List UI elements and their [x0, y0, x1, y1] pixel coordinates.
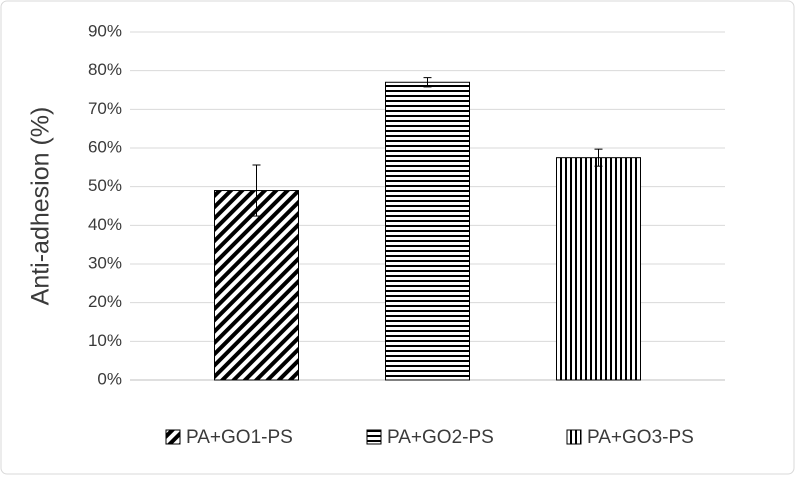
y-tick-label: 0%	[97, 369, 122, 388]
bar	[385, 81, 470, 381]
y-tick-label: 40%	[88, 215, 122, 234]
y-tick-label: 10%	[88, 331, 122, 350]
y-axis-label: Anti-adhesion (%)	[27, 107, 55, 306]
y-tick-label: 20%	[88, 292, 122, 311]
legend-swatch	[366, 429, 382, 445]
bar	[214, 190, 299, 381]
legend-swatch	[165, 429, 181, 445]
legend-label: PA+GO1-PS	[186, 427, 293, 448]
y-tick-label: 30%	[88, 253, 122, 272]
y-tick-label: 70%	[88, 99, 122, 118]
legend-label: PA+GO3-PS	[587, 427, 694, 448]
y-tick-label: 80%	[88, 60, 122, 79]
legend-label: PA+GO2-PS	[387, 427, 494, 448]
y-tick-label: 90%	[88, 21, 122, 40]
bar	[556, 157, 641, 381]
y-tick-label: 50%	[88, 176, 122, 195]
y-tick-label: 60%	[88, 137, 122, 156]
legend-swatch	[566, 429, 582, 445]
